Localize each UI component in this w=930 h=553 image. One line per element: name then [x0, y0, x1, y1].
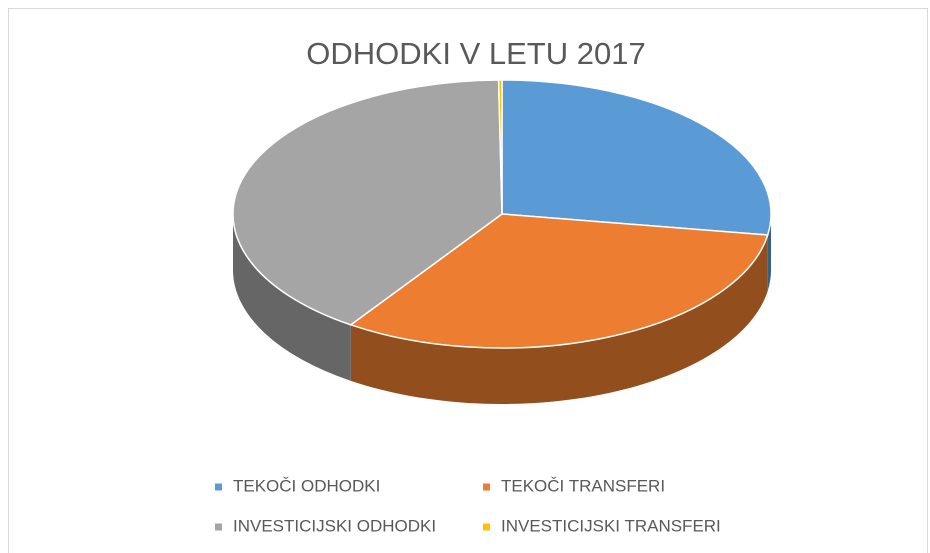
pie-slice-side — [233, 214, 351, 381]
pie-slice — [349, 213, 769, 349]
pie-slice — [501, 79, 772, 236]
legend-label: TEKOČI TRANSFERI — [501, 476, 665, 495]
legend-label: INVESTICIJSKI ODHODKI — [233, 516, 436, 535]
legend-marker — [215, 483, 222, 491]
pie-slice — [497, 79, 503, 215]
pie-slice-side — [350, 234, 768, 404]
legend-label: INVESTICIJSKI TRANSFERI — [501, 516, 721, 535]
legend-marker — [215, 523, 222, 531]
legend-marker — [483, 523, 490, 531]
pie-slice — [232, 79, 503, 326]
legend-label: TEKOČI ODHODKI — [233, 476, 380, 495]
chart-title: ODHODKI V LETU 2017 — [306, 36, 645, 71]
legend-marker — [483, 483, 490, 491]
